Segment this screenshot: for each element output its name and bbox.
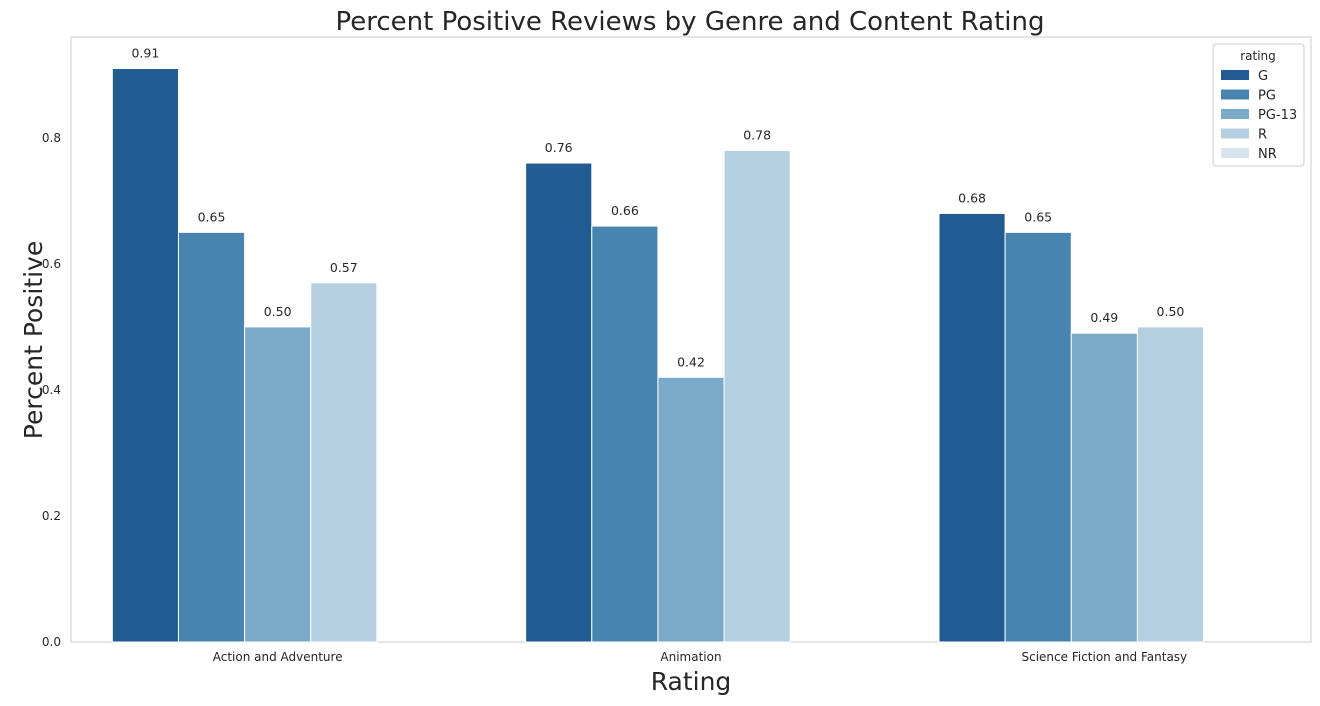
data-label: 0.57 bbox=[330, 260, 358, 275]
legend-label-g: G bbox=[1258, 69, 1268, 84]
bar-r-2 bbox=[723, 149, 791, 643]
data-label: 0.65 bbox=[1024, 209, 1052, 224]
legend-swatch-pg bbox=[1221, 89, 1249, 100]
data-label: 0.50 bbox=[264, 304, 292, 319]
legend-title: rating bbox=[1240, 49, 1276, 63]
bar-pg-13-2 bbox=[657, 376, 725, 643]
data-label: 0.91 bbox=[131, 46, 159, 61]
bar-pg-13-3 bbox=[1070, 332, 1138, 643]
legend-label-nr: NR bbox=[1258, 147, 1277, 162]
bar-pg-2 bbox=[591, 225, 659, 643]
y-axis-label: Percent Positive bbox=[19, 241, 48, 439]
data-label: 0.42 bbox=[677, 354, 705, 369]
x-tick-label: Action and Adventure bbox=[213, 650, 343, 664]
bar-pg-3 bbox=[1004, 231, 1072, 643]
bar-pg-13-1 bbox=[244, 326, 312, 643]
legend-label-pg-13: PG-13 bbox=[1258, 108, 1297, 123]
bar-g-2 bbox=[525, 162, 593, 643]
x-axis-label: Rating bbox=[651, 667, 732, 696]
y-tick-label: 0.8 bbox=[42, 131, 61, 145]
y-tick-label: 0.0 bbox=[42, 635, 61, 649]
bar-g-1 bbox=[111, 68, 179, 643]
legend: rating G PG PG-13 R NR bbox=[1212, 43, 1305, 167]
data-label: 0.65 bbox=[198, 209, 226, 224]
bar-pg-1 bbox=[177, 231, 246, 643]
legend-swatch-nr bbox=[1221, 148, 1249, 158]
x-axis-ticks: Action and Adventure Animation Science Fic… bbox=[213, 650, 1187, 664]
bar-g-3 bbox=[938, 212, 1006, 643]
x-tick-label: Science Fiction and Fantasy bbox=[1022, 650, 1188, 664]
y-tick-label: 0.2 bbox=[42, 509, 61, 523]
data-label: 0.50 bbox=[1157, 304, 1185, 319]
legend-label-pg: PG bbox=[1258, 89, 1276, 104]
data-label: 0.68 bbox=[958, 190, 986, 205]
y-tick-label: 0.4 bbox=[42, 383, 61, 397]
y-tick-label: 0.6 bbox=[42, 257, 61, 271]
legend-swatch-g bbox=[1221, 70, 1249, 80]
legend-swatch-pg-13 bbox=[1221, 109, 1249, 119]
y-axis-ticks: 0.0 0.2 0.4 0.6 0.8 bbox=[42, 131, 61, 649]
x-tick-label: Animation bbox=[660, 650, 721, 664]
data-label: 0.49 bbox=[1090, 310, 1118, 325]
bars-group: 0.91 0.76 0.68 0.65 0.66 0.65 0.50 0.42 0.49 0.57… bbox=[111, 46, 1205, 643]
chart-title: Percent Positive Reviews by Genre and Co… bbox=[336, 7, 1045, 37]
data-label: 0.78 bbox=[743, 127, 771, 142]
legend-label-r: R bbox=[1258, 128, 1267, 143]
bar-r-1 bbox=[310, 282, 378, 643]
bar-r-3 bbox=[1136, 326, 1205, 643]
data-label: 0.66 bbox=[611, 203, 639, 218]
data-label: 0.76 bbox=[545, 140, 573, 155]
legend-swatch-r bbox=[1221, 128, 1249, 139]
